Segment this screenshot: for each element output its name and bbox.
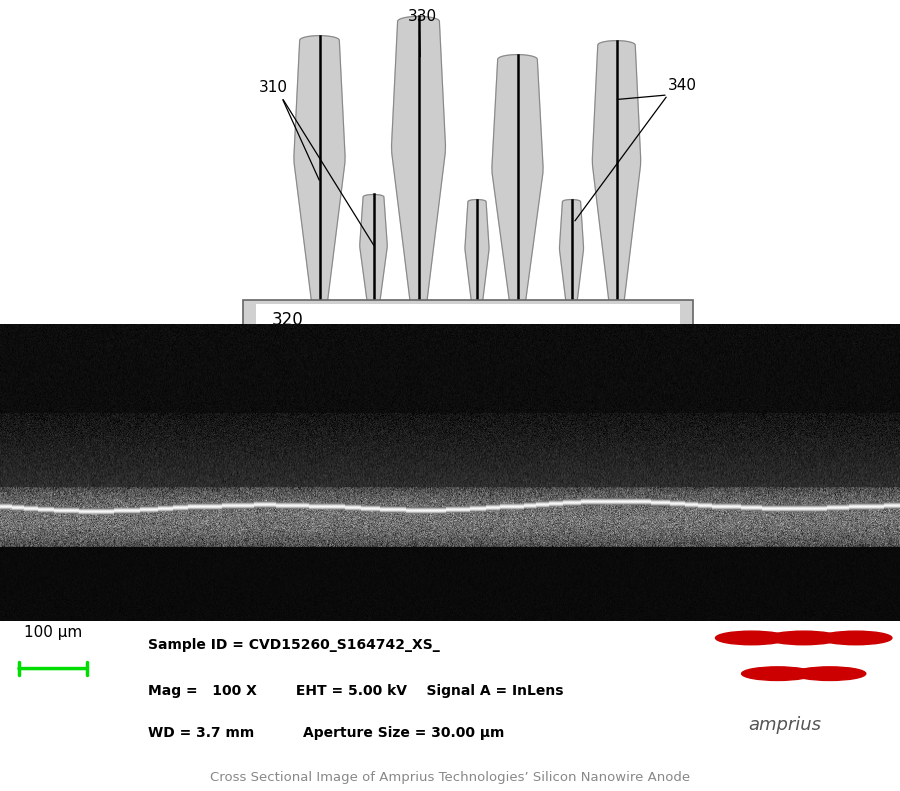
FancyBboxPatch shape <box>243 301 693 335</box>
FancyBboxPatch shape <box>256 305 680 331</box>
Text: amprius: amprius <box>748 716 821 734</box>
Polygon shape <box>465 199 489 306</box>
Polygon shape <box>392 17 446 306</box>
Text: 340: 340 <box>668 78 697 93</box>
Polygon shape <box>360 195 387 306</box>
Circle shape <box>794 667 866 680</box>
Text: 310: 310 <box>259 81 288 95</box>
Polygon shape <box>560 199 583 306</box>
Circle shape <box>716 631 788 645</box>
Circle shape <box>820 631 892 645</box>
Circle shape <box>742 667 814 680</box>
Text: 100 μm: 100 μm <box>24 625 82 640</box>
Polygon shape <box>294 36 345 306</box>
Polygon shape <box>492 55 543 306</box>
Polygon shape <box>592 40 641 306</box>
Text: Cross Sectional Illustration: Cross Sectional Illustration <box>348 441 552 456</box>
Text: Mag =   100 X        EHT = 5.00 kV    Signal A = InLens: Mag = 100 X EHT = 5.00 kV Signal A = InL… <box>148 684 564 698</box>
Text: 320: 320 <box>272 311 303 329</box>
Text: Sample ID = CVD15260_S164742_XS_: Sample ID = CVD15260_S164742_XS_ <box>148 638 440 652</box>
Text: 330: 330 <box>408 9 436 24</box>
Text: WD = 3.7 mm          Aperture Size = 30.00 μm: WD = 3.7 mm Aperture Size = 30.00 μm <box>148 726 505 740</box>
Circle shape <box>768 631 840 645</box>
Text: Cross Sectional Image of Amprius Technologies’ Silicon Nanowire Anode: Cross Sectional Image of Amprius Technol… <box>210 771 690 784</box>
